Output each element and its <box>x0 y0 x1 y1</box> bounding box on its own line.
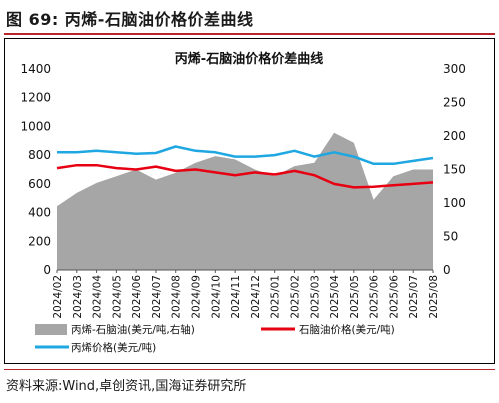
x-tick-label: 2025/01 <box>270 275 282 319</box>
x-tick-label: 2025/02 <box>289 275 301 319</box>
legend-label-naphtha: 石脑油价格(美元/吨) <box>299 323 395 336</box>
y-right-tick-label: 300 <box>443 62 466 76</box>
x-tick-label: 2024/03 <box>72 275 84 319</box>
y-left-tick-label: 1400 <box>20 62 51 76</box>
y-right-tick-label: 250 <box>443 96 466 110</box>
x-tick-label: 2024/05 <box>111 275 123 319</box>
x-tick-label: 2024/10 <box>210 275 222 319</box>
spread-area-series <box>57 132 433 270</box>
x-tick-label: 2024/04 <box>92 275 104 319</box>
x-tick-label: 2025/04 <box>329 275 341 319</box>
chart-title: 丙烯-石脑油价格价差曲线 <box>175 51 323 67</box>
x-tick-label: 2025/08 <box>428 275 440 319</box>
y-left-tick-label: 1200 <box>20 91 51 105</box>
spread-chart: 丙烯-石脑油价格价差曲线 0 200 400 600 800 1000 1200 1400 0 5… <box>20 51 465 354</box>
x-tick-label: 2025/06 <box>369 275 381 319</box>
x-tick-label: 2024/06 <box>131 275 143 319</box>
x-tick-label: 2025/03 <box>309 275 321 319</box>
footer-divider <box>4 369 495 370</box>
y-left-tick-label: 0 <box>43 263 51 277</box>
x-tick-label: 2024/08 <box>171 275 183 319</box>
axes-layer: 0 200 400 600 800 1000 1200 1400 0 50 100 150 200 250… <box>20 62 465 319</box>
legend-swatch-spread <box>35 324 67 335</box>
y-left-tick-label: 600 <box>28 177 51 191</box>
y-right-tick-label: 150 <box>443 163 466 177</box>
x-tick-label: 2024/02 <box>52 275 64 319</box>
propylene-price-line <box>57 145 434 166</box>
x-tick-label: 2024/12 <box>250 275 262 319</box>
x-tick-label: 2024/09 <box>191 275 203 319</box>
x-tick-label: 2025/07 <box>408 275 420 319</box>
y-right-tick-label: 200 <box>443 129 466 143</box>
y-left-tick-label: 400 <box>28 206 51 220</box>
line-layer <box>56 145 434 189</box>
legend: 丙烯-石脑油(美元/吨,右轴) 石脑油价格(美元/吨) 丙烯价格(美元/吨) <box>35 323 395 354</box>
y-left-tick-label: 1000 <box>20 119 51 133</box>
legend-label-propylene: 丙烯价格(美元/吨) <box>71 341 156 354</box>
y-right-tick-label: 100 <box>443 196 466 210</box>
area-layer <box>57 132 433 270</box>
y-left-tick-label: 200 <box>28 234 51 248</box>
x-tick-label: 2024/11 <box>230 275 242 319</box>
y-right-tick-label: 50 <box>443 230 458 244</box>
chart-frame: 丙烯-石脑油价格价差曲线 0 200 400 600 800 1000 1200 1400 0 5… <box>4 38 495 364</box>
naphtha-price-line <box>56 163 434 189</box>
legend-label-spread: 丙烯-石脑油(美元/吨,右轴) <box>71 323 195 336</box>
y-right-tick-label: 0 <box>443 263 451 277</box>
x-tick-label: 2024/07 <box>151 275 163 319</box>
source-note: 资料来源:Wind,卓创资讯,国海证券研究所 <box>6 379 247 394</box>
figure-title: 图 69: 丙烯-石脑油价格价差曲线 <box>6 10 254 29</box>
x-tick-label: 2025/05 <box>349 275 361 319</box>
y-left-tick-label: 800 <box>28 148 51 162</box>
x-tick-label: 2025/06 <box>388 275 400 319</box>
title-divider <box>4 33 495 35</box>
